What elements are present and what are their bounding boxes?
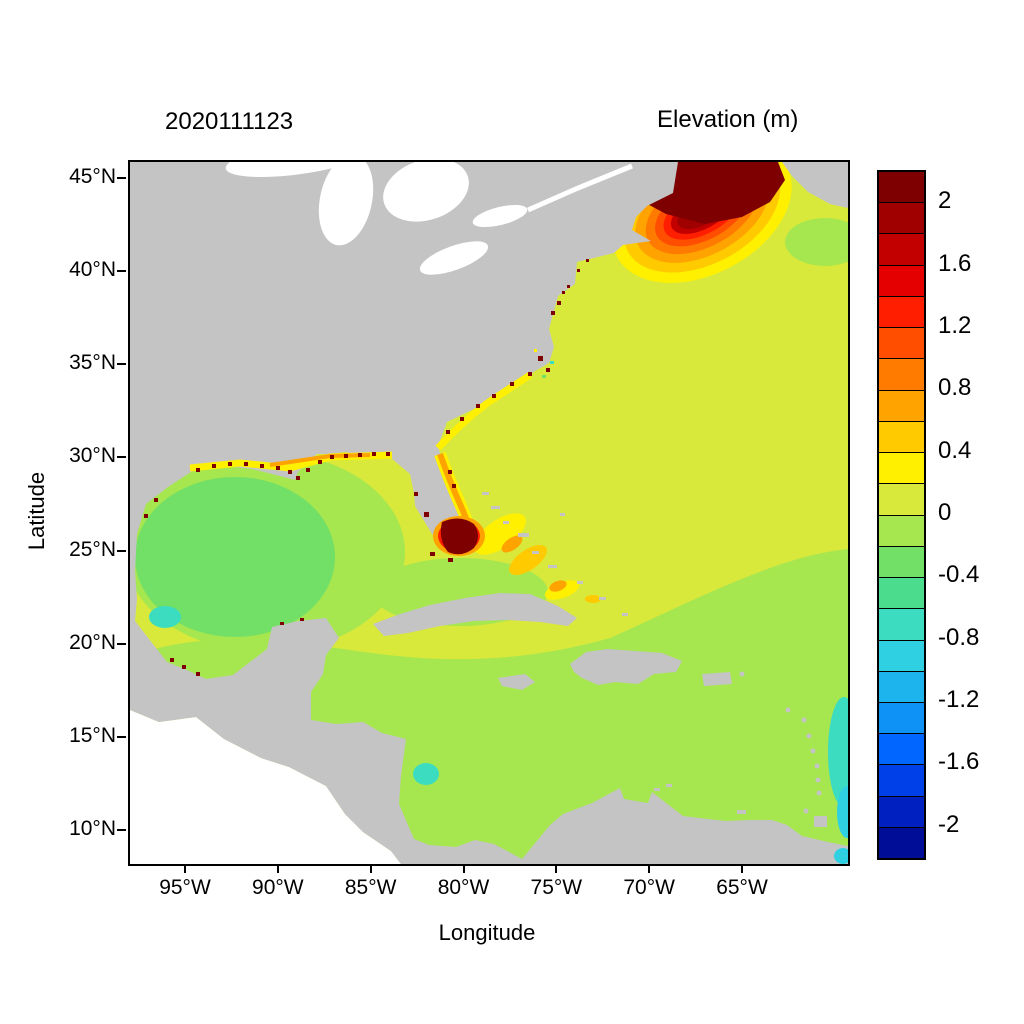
x-tick-label: 95°W [159,876,211,899]
colorbar-band [879,733,924,765]
colorbar-tick-label: 1.6 [938,249,972,277]
colorbar-tick-label: -1.2 [938,686,980,714]
colorbar-title: Elevation (m) [657,106,799,133]
y-tick-label: 15°N [69,723,116,747]
x-tick-mark [184,864,186,873]
colorbar-band [879,826,924,859]
colorbar-tick-label: -1.6 [938,748,980,776]
y-tick-label: 30°N [69,444,116,468]
x-tick-mark [462,864,465,873]
x-tick-label: 90°W [252,876,304,899]
colorbar-band [879,452,924,484]
coastal-hotspots [144,259,848,864]
no-data-pacific [130,710,401,864]
colorbar-tick-label: -0.4 [938,561,980,589]
colorbar-band [879,295,924,328]
y-tick-mark [117,735,126,738]
land-bahamas [482,492,628,616]
x-tick-label: 65°W [716,876,768,899]
colorbar-band [879,202,924,234]
y-tick-label: 10°N [69,817,116,840]
colorbar-band [879,670,924,702]
land-jamaica [498,674,535,690]
great-lakes [225,162,633,275]
x-tick-label: 70°W [623,876,675,899]
y-tick-label: 25°N [69,537,116,561]
y-tick-mark [117,270,126,273]
y-tick-mark [117,177,126,179]
land-lesser-antilles [654,671,827,827]
colorbar-band [879,577,924,609]
x-tick-mark [555,864,558,873]
timestamp-title: 2020111123 [165,108,294,135]
land-cuba [373,593,577,636]
y-tick-label: 45°N [69,165,116,188]
colorbar-tick-label: -2 [938,810,960,838]
colorbar-band [879,514,924,546]
x-tick-label: 80°W [437,876,490,899]
land-hispaniola [570,649,682,685]
land-nova-scotia [782,162,848,208]
colorbar-band [879,639,924,671]
colorbar-band [879,764,924,796]
x-tick-mark [741,864,743,873]
colorbar-band [879,358,924,390]
y-tick-mark [117,549,126,552]
colorbar-band [879,483,924,515]
colorbar-tick-label: 0 [938,499,952,526]
colorbar-band [879,233,924,265]
colorbar-tick-label: 1.2 [938,311,972,339]
colorbar-band [879,172,924,203]
y-tick-label: 40°N [69,258,116,282]
y-tick-mark [117,363,126,366]
y-tick-mark [117,829,126,831]
colorbar-band [879,389,924,421]
colorbar-tick-label: 0.8 [938,374,972,402]
colorbar-band [879,795,924,827]
x-tick-label: 75°W [530,876,583,899]
elevation-map [130,162,848,864]
land-puerto-rico [702,672,732,686]
land-mass [130,162,848,864]
colorbar-tick-label: 0.4 [938,436,972,464]
colorbar-band [879,701,924,734]
y-tick-mark [117,642,126,645]
colorbar-tick-label: 2 [938,187,952,215]
y-tick-label: 20°N [69,630,116,654]
colorbar-band [879,264,924,296]
x-tick-label: 85°W [344,876,397,899]
colorbar-band [879,327,924,359]
bahamas-highs [474,513,601,603]
colorbar-band [879,420,924,453]
x-tick-mark [369,864,372,873]
y-tick-label: 35°N [69,351,116,375]
y-tick-mark [117,456,126,459]
x-axis-title: Longitude [438,920,536,945]
plot-frame [128,160,850,866]
colorbar-band [879,608,924,640]
colorbar-tick-label: -0.8 [938,623,980,651]
x-tick-mark [648,864,651,873]
x-tick-mark [276,864,279,873]
colorbar-band [879,545,924,578]
land-north-central-south-america [130,162,848,864]
colorbar [877,170,926,860]
